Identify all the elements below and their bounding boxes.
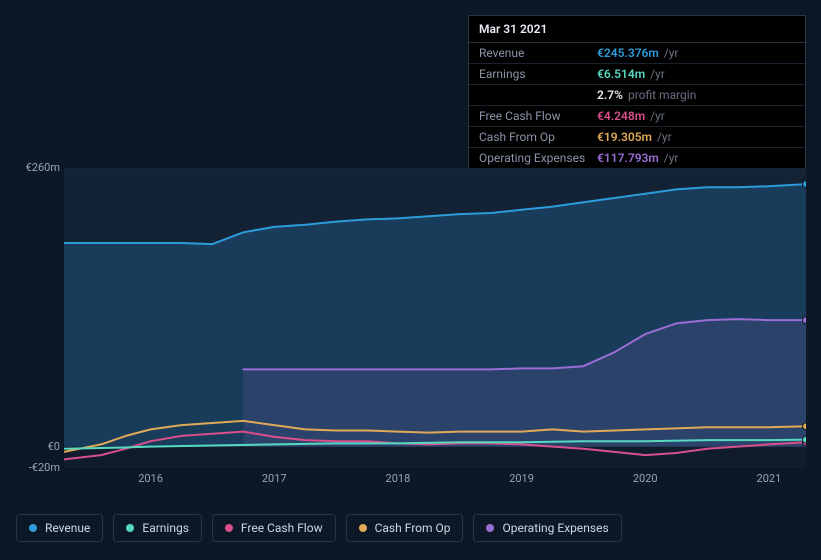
tooltip-row-unit: profit margin [625, 88, 696, 102]
tooltip-row-unit: /yr [654, 130, 672, 144]
legend-dot-icon [225, 524, 233, 532]
x-axis-label: 2021 [757, 472, 782, 485]
tooltip-row-value: €6.514m [597, 67, 645, 81]
tooltip-row-unit: /yr [661, 46, 679, 60]
tooltip-row-unit: /yr [647, 67, 665, 81]
y-axis-label: €260m [16, 161, 60, 174]
tooltip-row-value: €4.248m [597, 109, 645, 123]
tooltip-row: Cash From Op€19.305m /yr [469, 127, 805, 148]
tooltip-row-label: Free Cash Flow [479, 109, 597, 123]
tooltip-row-value: 2.7% [597, 88, 623, 102]
tooltip-row: Earnings€6.514m /yr [469, 64, 805, 85]
legend-label: Free Cash Flow [241, 521, 323, 535]
legend-item-earnings[interactable]: Earnings [113, 514, 202, 542]
tooltip-row-label: Cash From Op [479, 130, 597, 144]
tooltip-row-value: €245.376m [597, 46, 659, 60]
tooltip-row-label [479, 88, 597, 102]
tooltip-row-label: Revenue [479, 46, 597, 60]
financial-chart[interactable]: €260m €0 -€20m 2016 2017 2018 2019 2020 2021 [16, 150, 806, 500]
chart-plot[interactable] [64, 168, 806, 468]
legend-label: Cash From Op [375, 521, 451, 535]
legend-dot-icon [486, 524, 494, 532]
x-axis-label: 2017 [262, 472, 287, 485]
tooltip-row-value: €19.305m [597, 130, 652, 144]
x-axis-label: 2019 [509, 472, 534, 485]
tooltip-date: Mar 31 2021 [469, 16, 805, 43]
y-axis-label: -€20m [16, 461, 60, 474]
legend-label: Operating Expenses [502, 521, 608, 535]
tooltip-row-label: Earnings [479, 67, 597, 81]
x-axis-label: 2020 [633, 472, 658, 485]
y-axis-label: €0 [16, 440, 60, 453]
legend-item-revenue[interactable]: Revenue [16, 514, 103, 542]
legend-dot-icon [126, 524, 134, 532]
legend-item-free-cash-flow[interactable]: Free Cash Flow [212, 514, 336, 542]
chart-tooltip: Mar 31 2021 Revenue€245.376m /yrEarnings… [468, 15, 806, 169]
legend-dot-icon [29, 524, 37, 532]
x-axis-label: 2016 [138, 472, 163, 485]
tooltip-row-unit: /yr [647, 109, 665, 123]
legend-item-cash-from-op[interactable]: Cash From Op [346, 514, 464, 542]
legend-label: Earnings [142, 521, 189, 535]
legend-label: Revenue [45, 521, 90, 535]
x-axis-label: 2018 [386, 472, 411, 485]
tooltip-row: Free Cash Flow€4.248m /yr [469, 106, 805, 127]
tooltip-row: 2.7% profit margin [469, 85, 805, 106]
chart-legend: Revenue Earnings Free Cash Flow Cash From O… [16, 514, 622, 542]
legend-item-operating-expenses[interactable]: Operating Expenses [473, 514, 621, 542]
tooltip-row: Revenue€245.376m /yr [469, 43, 805, 64]
legend-dot-icon [359, 524, 367, 532]
